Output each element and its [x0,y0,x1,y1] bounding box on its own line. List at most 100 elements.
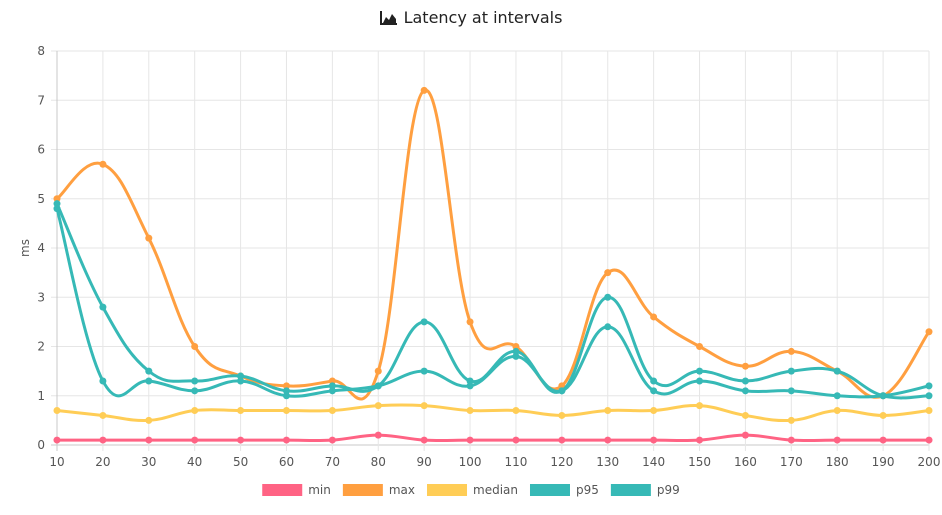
data-point-min [879,436,887,444]
area-chart-icon [379,10,398,29]
data-point-min [374,431,382,439]
data-point-max [145,234,153,242]
data-point-max [374,367,382,375]
y-tick-label: 8 [37,44,45,58]
y-tick-label: 4 [37,241,45,255]
data-point-min [558,436,566,444]
data-point-p95 [237,377,245,385]
data-point-min [53,436,61,444]
series-line-max [55,88,931,401]
chart-title-text: Latency at intervals [403,8,563,27]
x-tick-label: 100 [459,455,482,469]
x-tick-label: 120 [550,455,573,469]
y-tick-label: 6 [37,143,45,157]
data-point-min [282,436,290,444]
x-tick-label: 140 [642,455,665,469]
data-point-max [650,313,658,321]
x-tick-label: 20 [95,455,110,469]
y-tick-label: 3 [37,290,45,304]
x-tick-label: 90 [417,455,432,469]
data-point-median [741,411,749,419]
data-point-median [145,416,153,424]
data-point-p99 [191,377,199,385]
data-point-median [925,407,933,415]
data-point-p99 [374,382,382,390]
data-point-p99 [145,367,153,375]
data-point-max [420,86,428,94]
data-point-median [604,407,612,415]
legend-label-p99: p99 [657,483,680,497]
data-point-min [925,436,933,444]
y-tick-label: 0 [37,438,45,452]
y-axis-label: ms [18,239,32,257]
y-tick-label: 2 [37,340,45,354]
data-point-max [466,318,474,326]
data-point-max [53,195,61,203]
data-point-p99 [466,377,474,385]
data-point-p99 [879,392,887,400]
data-point-p95 [466,382,474,390]
data-point-p99 [650,377,658,385]
x-tick-label: 50 [233,455,248,469]
data-point-max [328,377,336,385]
x-tick-label: 80 [371,455,386,469]
data-point-median [558,411,566,419]
data-point-max [512,343,520,350]
data-point-p99 [99,303,107,311]
data-point-max [191,343,199,350]
data-point-p99 [420,318,428,326]
x-tick-label: 200 [918,455,941,469]
x-tick-label: 60 [279,455,294,469]
data-point-min [237,436,245,444]
data-point-p99 [558,387,566,395]
data-point-min [512,436,520,444]
x-tick-label: 10 [49,455,64,469]
data-point-p95 [741,387,749,395]
data-point-p99 [833,367,841,375]
data-point-p95 [99,377,107,385]
data-point-min [604,436,612,444]
data-point-p99 [237,372,245,380]
data-point-min [696,436,704,444]
data-point-p99 [787,367,795,375]
data-point-max [604,269,612,277]
x-tick-label: 30 [141,455,156,469]
data-point-min [833,436,841,444]
data-point-median [282,407,290,415]
x-tick-label: 150 [688,455,711,469]
x-tick-label: 180 [826,455,849,469]
legend-swatch-p95 [529,484,570,496]
data-point-p95 [787,387,795,395]
data-point-p99 [512,347,520,355]
data-point-min [145,436,153,444]
data-point-median [650,407,658,415]
data-point-median [328,407,336,415]
data-point-p95 [145,377,153,385]
data-point-max [925,328,933,336]
data-point-max [787,347,795,355]
data-point-median [696,402,704,410]
legend-label-min: min [308,483,331,497]
data-point-p99 [282,387,290,395]
data-point-median [191,407,199,415]
x-tick-label: 170 [780,455,803,469]
data-point-min [420,436,428,444]
data-point-p95 [604,323,612,331]
data-point-p99 [741,377,749,385]
legend-swatch-median [427,484,468,496]
data-point-p95 [696,377,704,385]
x-tick-label: 40 [187,455,202,469]
x-tick-label: 160 [734,455,757,469]
data-point-median [99,411,107,419]
data-point-max [741,362,749,370]
data-point-min [741,431,749,439]
legend-swatch-max [342,484,383,496]
legend-label-max: max [389,483,415,497]
data-point-median [833,407,841,415]
data-point-p95 [650,387,658,395]
data-point-median [787,416,795,424]
data-point-min [787,436,795,444]
data-point-median [466,407,474,415]
